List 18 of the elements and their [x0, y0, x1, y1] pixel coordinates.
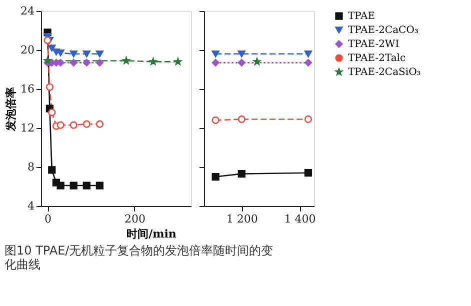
legend-label: TPAE-2Talc [348, 53, 406, 64]
y-tick-label: 12 [20, 122, 34, 134]
x-tick-label: 0 [44, 212, 52, 226]
y-axis-title: 发泡倍率 [4, 87, 18, 132]
x-axis-title: 时间/min [126, 228, 176, 240]
x-tick-label: 1 200 [226, 212, 258, 226]
legend-label: TPAE-2CaSiO₃ [348, 67, 421, 78]
legend-label: TPAE-2CaCO₃ [348, 25, 418, 36]
x-tick-label: 200 [124, 212, 146, 226]
y-tick-label: 20 [20, 44, 34, 56]
x-tick-label: 1 400 [284, 212, 316, 226]
y-tick-label: 8 [28, 160, 34, 174]
y-tick-label: 4 [28, 200, 34, 212]
legend-label: TPAE-2WI [348, 39, 400, 50]
y-tick-label: 16 [20, 82, 34, 96]
y-tick-label: 24 [20, 4, 34, 18]
caption: 图10 TPAE/无机粒子复合物的发泡倍率随时间的变化曲线 [4, 244, 274, 272]
legend-label: TPAE [348, 11, 376, 22]
